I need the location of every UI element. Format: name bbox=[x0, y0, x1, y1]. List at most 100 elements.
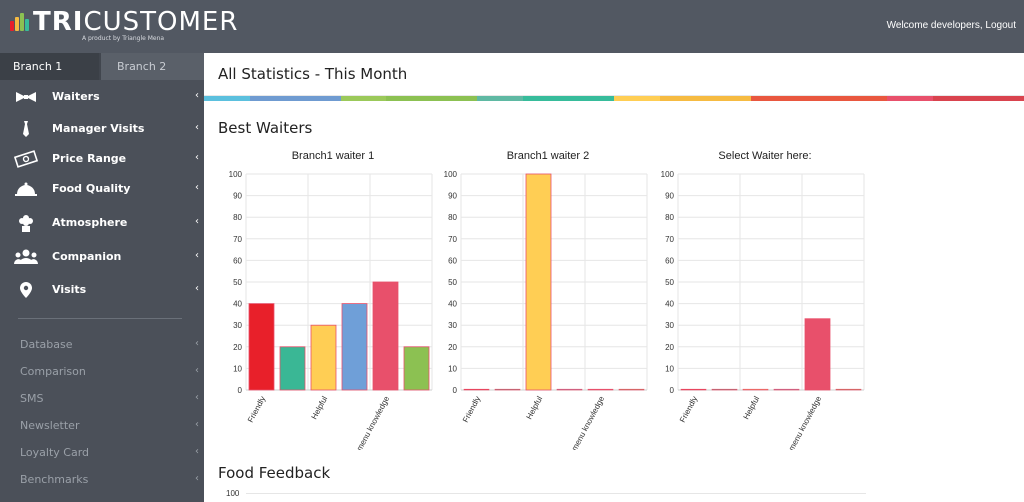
y-tick-label: 20 bbox=[448, 343, 457, 352]
sidebar-item-benchmarks[interactable]: Benchmarks ‹ bbox=[0, 468, 204, 492]
tab-branch-1[interactable]: Branch 1 bbox=[0, 53, 99, 80]
money-icon bbox=[14, 150, 38, 168]
sidebar-item-label: Waiters bbox=[52, 90, 100, 103]
y-tick-label: 20 bbox=[665, 343, 674, 352]
sidebar-item-waiters[interactable]: Waiters ‹ bbox=[0, 82, 204, 112]
y-tick-label: 0 bbox=[453, 386, 458, 395]
bar bbox=[556, 388, 583, 391]
chart-canvas: 0 10 20 30 40 50 60 70 80 90 100 Friendly Helpful Lac… bbox=[444, 170, 648, 450]
chart-canvas: 0 10 20 30 40 50 60 70 80 90 100 Friendly Helpful Lac… bbox=[661, 170, 865, 450]
sidebar-item-newsletter[interactable]: Newsletter ‹ bbox=[0, 414, 204, 438]
sidebar-item-loyalty-card[interactable]: Loyalty Card ‹ bbox=[0, 441, 204, 465]
chevron-left-icon: ‹ bbox=[195, 122, 199, 133]
stripe-segment bbox=[841, 96, 888, 101]
stripe-segment bbox=[204, 96, 250, 101]
food-feedback-gridline bbox=[246, 493, 866, 494]
bar bbox=[310, 324, 337, 391]
sidebar-item-database[interactable]: Database ‹ bbox=[0, 333, 204, 357]
map-pin-icon bbox=[20, 282, 32, 298]
stripe-segment bbox=[340, 96, 387, 101]
y-tick-label: 30 bbox=[233, 321, 242, 330]
y-tick-label: 40 bbox=[665, 300, 674, 309]
bar bbox=[587, 388, 614, 391]
chart-select-waiter[interactable]: Select Waiter here: 0 10 20 30 40 50 60 70 80 90 1… bbox=[658, 150, 872, 450]
sidebar-item-label: Database bbox=[20, 338, 73, 351]
section-title-food-feedback: Food Feedback bbox=[218, 464, 331, 482]
sidebar-item-label: Visits bbox=[52, 283, 87, 296]
bar bbox=[618, 388, 645, 391]
y-tick-label: 0 bbox=[670, 386, 675, 395]
y-tick-label: 70 bbox=[233, 235, 242, 244]
sidebar: Branch 1 Branch 2 Waiters ‹ Manager Visi… bbox=[0, 53, 204, 502]
y-tick-label: 90 bbox=[233, 192, 242, 201]
chart-title[interactable]: Select Waiter here: bbox=[718, 150, 812, 162]
sidebar-item-comparison[interactable]: Comparison ‹ bbox=[0, 360, 204, 384]
color-stripe bbox=[204, 96, 1024, 101]
tie-icon bbox=[23, 121, 29, 137]
x-tick-label: Friendly bbox=[461, 395, 482, 424]
bar bbox=[835, 388, 862, 391]
bar bbox=[525, 173, 552, 391]
sidebar-item-label: Comparison bbox=[20, 365, 86, 378]
welcome-message: Welcome developers, Logout bbox=[887, 20, 1016, 31]
sidebar-item-food-quality[interactable]: Food Quality ‹ bbox=[0, 174, 204, 204]
y-tick-label: 20 bbox=[233, 343, 242, 352]
y-tick-label: 70 bbox=[448, 235, 457, 244]
sidebar-item-sms[interactable]: SMS ‹ bbox=[0, 387, 204, 411]
bowtie-icon bbox=[16, 92, 36, 102]
x-tick-label: Lack of menu knowledge bbox=[774, 394, 824, 450]
welcome-text: Welcome developers, bbox=[886, 20, 983, 31]
y-tick-label: 10 bbox=[233, 364, 242, 373]
bar bbox=[341, 303, 368, 391]
chart-canvas: 0 10 20 30 40 50 60 70 80 90 100 Friendly Helpful Lac… bbox=[229, 170, 433, 450]
bar bbox=[711, 388, 738, 391]
chart-title: Branch1 waiter 1 bbox=[291, 150, 375, 162]
stripe-segment bbox=[249, 96, 296, 101]
logout-link[interactable]: Logout bbox=[985, 20, 1016, 31]
sidebar-item-companion[interactable]: Companion ‹ bbox=[0, 242, 204, 272]
branch-tabs: Branch 1 Branch 2 bbox=[0, 53, 204, 80]
y-tick-label: 50 bbox=[665, 278, 674, 287]
chevron-left-icon: ‹ bbox=[195, 338, 199, 349]
stripe-segment bbox=[750, 96, 797, 101]
y-tick-label: 90 bbox=[448, 192, 457, 201]
y-tick-label: 80 bbox=[665, 213, 674, 222]
stripe-segment bbox=[659, 96, 706, 101]
bar bbox=[279, 346, 306, 391]
chevron-left-icon: ‹ bbox=[195, 152, 199, 163]
logo-subtitle: A product by Triangle Mena bbox=[82, 35, 165, 42]
stripe-segment bbox=[614, 96, 660, 101]
y-tick-label: 10 bbox=[448, 364, 457, 373]
stripe-segment bbox=[887, 96, 933, 101]
y-tick-label: 90 bbox=[665, 192, 674, 201]
stripe-segment bbox=[431, 96, 478, 101]
stripe-segment bbox=[978, 96, 1024, 101]
chart-waiter-2: Branch1 waiter 2 0 10 20 30 40 50 60 70 80 90 100 F… bbox=[441, 150, 655, 450]
stripe-segment bbox=[796, 96, 842, 101]
sidebar-item-atmosphere[interactable]: Atmosphere ‹ bbox=[0, 208, 204, 238]
y-tick-label: 30 bbox=[448, 321, 457, 330]
sidebar-divider bbox=[18, 318, 182, 319]
sidebar-item-label: Manager Visits bbox=[52, 122, 145, 135]
sidebar-item-manager-visits[interactable]: Manager Visits ‹ bbox=[0, 114, 204, 144]
bar bbox=[248, 303, 275, 391]
y-tick-label: 80 bbox=[448, 213, 457, 222]
chevron-left-icon: ‹ bbox=[195, 473, 199, 484]
stripe-segment bbox=[477, 96, 523, 101]
y-tick-label: 60 bbox=[665, 256, 674, 265]
sidebar-item-label: Companion bbox=[52, 250, 122, 263]
sidebar-item-label: Newsletter bbox=[20, 419, 80, 432]
flower-icon bbox=[19, 215, 33, 232]
y-tick-label: 50 bbox=[233, 278, 242, 287]
bar bbox=[372, 281, 399, 391]
bar bbox=[742, 388, 769, 391]
sidebar-item-price-range[interactable]: Price Range ‹ bbox=[0, 144, 204, 174]
users-icon bbox=[14, 249, 38, 264]
x-tick-label: Helpful bbox=[742, 395, 762, 421]
y-tick-label: 100 bbox=[661, 170, 675, 179]
tab-branch-2[interactable]: Branch 2 bbox=[101, 53, 204, 80]
sidebar-item-visits[interactable]: Visits ‹ bbox=[0, 275, 204, 305]
chart-title: Branch1 waiter 2 bbox=[506, 150, 590, 162]
x-tick-label: Helpful bbox=[310, 395, 330, 421]
logo-text: TRICUSTOMER bbox=[33, 7, 239, 37]
